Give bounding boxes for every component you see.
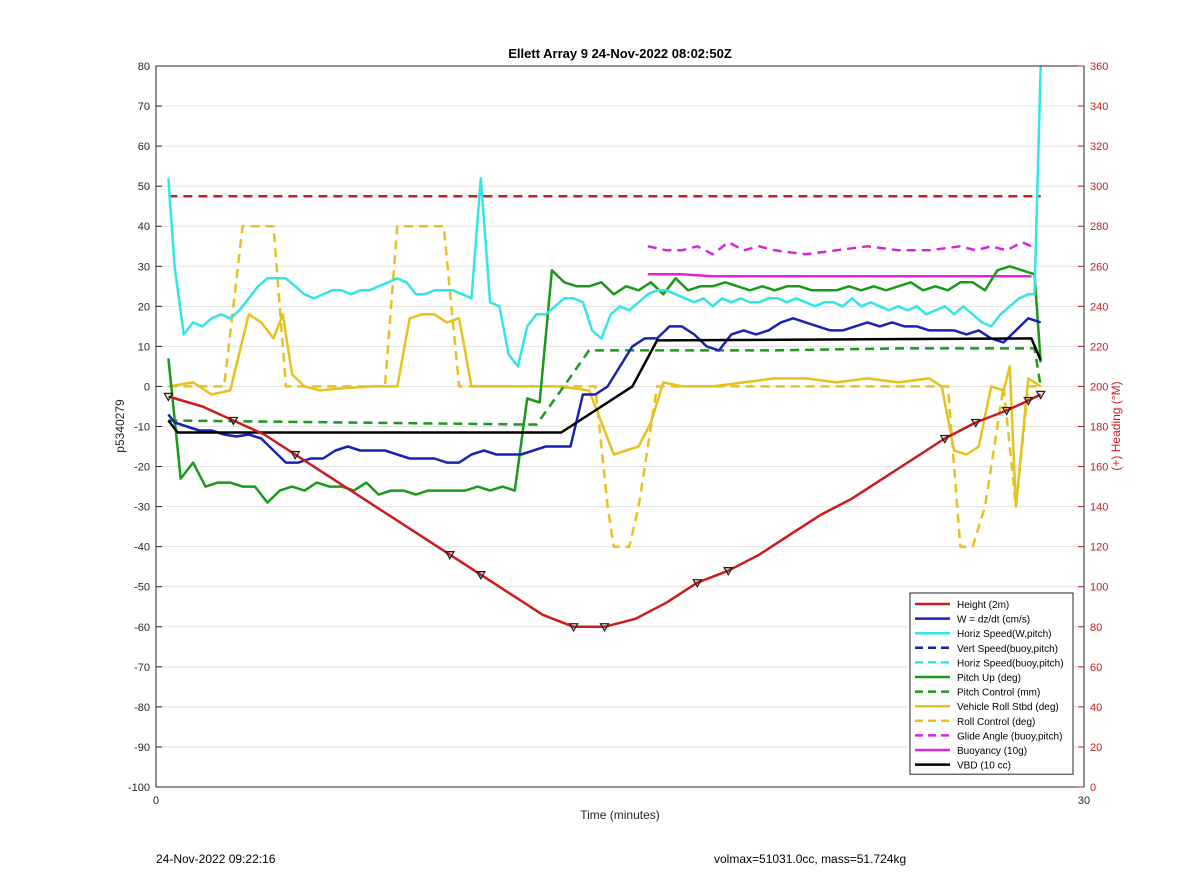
y-tick-label: 0: [144, 381, 150, 393]
legend-entry: VBD (10 cc): [957, 761, 1011, 772]
legend-entry: Horiz Speed(buoy,pitch): [957, 658, 1064, 669]
y2-tick-label: 0: [1090, 782, 1096, 794]
y2-tick-label: 100: [1090, 582, 1108, 594]
y2-tick-label: 20: [1090, 742, 1102, 754]
y-tick-label: -10: [134, 422, 150, 434]
y2-tick-label: 40: [1090, 702, 1102, 714]
y2-tick-label: 80: [1090, 622, 1102, 634]
series-buoyancy-10g: [647, 273, 1032, 278]
y-tick-label: -80: [134, 702, 150, 714]
x-tick-label: 30: [1078, 795, 1090, 807]
y2-tick-label: 240: [1090, 301, 1108, 313]
legend-entry: Roll Control (deg): [957, 717, 1035, 728]
series-horiz-speed-w-pitch: [167, 65, 1042, 368]
y2-tick-label: 120: [1090, 542, 1108, 554]
y-tick-label: -30: [134, 502, 150, 514]
y2-tick-label: 220: [1090, 341, 1108, 353]
y-tick-label: 40: [138, 221, 150, 233]
y-tick-label: 10: [138, 341, 150, 353]
height-marker: [290, 450, 301, 460]
height-marker: [568, 623, 579, 633]
legend: Height (2m) W = dz/dt (cm/s) Horiz Speed(W…: [909, 592, 1074, 775]
y-tick-label: 50: [138, 181, 150, 193]
footer-vehicle-info: volmax=51031.0cc, mass=51.724kg: [714, 852, 907, 866]
y-tick-label: 70: [138, 101, 150, 113]
legend-entry: Glide Angle (buoy,pitch): [957, 731, 1062, 742]
height-marker: [939, 434, 950, 444]
height-marker: [1035, 390, 1046, 400]
right-axis: 3603403203002802602402202001801601401201…: [1078, 61, 1108, 794]
legend-entry: Vehicle Roll Stbd (deg): [957, 702, 1059, 713]
legend-box: [909, 592, 1074, 775]
y-tick-label: -40: [134, 542, 150, 554]
x-tick-label: 0: [153, 795, 159, 807]
series-vbd-10-cc: [167, 337, 1042, 434]
height-marker: [970, 418, 981, 428]
y-tick-label: -100: [128, 782, 150, 794]
series-height-2m: [168, 393, 1042, 629]
legend-entry: Pitch Up (deg): [957, 673, 1021, 684]
y2-tick-label: 140: [1090, 502, 1108, 514]
y2-tick-label: 200: [1090, 381, 1108, 393]
height-marker: [723, 567, 734, 577]
series-glide-angle-buoy-pitch: [647, 240, 1032, 256]
series-w-dz-dt-cm-s: [167, 317, 1042, 464]
series-pitch-control-mm: [168, 347, 1042, 426]
height-marker: [599, 623, 610, 633]
y2-tick-label: 360: [1090, 61, 1108, 73]
y2-tick-label: 280: [1090, 221, 1108, 233]
x-axis-label: Time (minutes): [580, 808, 660, 822]
height-markers: [163, 390, 1046, 633]
legend-entry: Horiz Speed(W,pitch): [957, 629, 1051, 640]
chart-title: Ellett Array 9 24-Nov-2022 08:02:50Z: [508, 46, 732, 61]
legend-entry: W = dz/dt (cm/s): [957, 615, 1030, 626]
footer-timestamp: 24-Nov-2022 09:22:16: [156, 852, 276, 866]
y-tick-label: -90: [134, 742, 150, 754]
y-tick-label: -50: [134, 582, 150, 594]
height-marker: [444, 551, 455, 560]
height-marker: [1001, 406, 1012, 416]
legend-entry: Height (2m): [957, 600, 1009, 611]
height-marker: [228, 416, 239, 426]
legend-entry: Buoyancy (10g): [957, 746, 1027, 757]
left-axis: 80 70 60 50 40 30 20 10 0 -10 -20 -30 -40 -50 -60 -70 -8…: [128, 61, 162, 794]
height-marker: [475, 571, 486, 581]
y-tick-label: 20: [138, 301, 150, 313]
series-pitch-up-deg: [167, 265, 1042, 504]
y2-tick-label: 320: [1090, 141, 1108, 153]
y2-tick-label: 160: [1090, 462, 1108, 474]
y2-tick-label: 60: [1090, 662, 1102, 674]
series-roll-control-deg: [168, 224, 1041, 548]
legend-entry: Vert Speed(buoy,pitch): [957, 644, 1058, 655]
legend-entry: Pitch Control (mm): [957, 688, 1040, 699]
y-tick-label: 30: [138, 261, 150, 273]
x-axis: 0 30: [153, 781, 1090, 807]
y-tick-label: -60: [134, 622, 150, 634]
y-tick-label: 80: [138, 61, 150, 73]
y-tick-label: -20: [134, 462, 150, 474]
y2-tick-label: 260: [1090, 261, 1108, 273]
height-marker: [163, 392, 174, 402]
y-tick-label: -70: [134, 662, 150, 674]
y-axis-label: p5340279: [113, 399, 127, 453]
height-marker: [692, 579, 703, 589]
series-vehicle-roll-stbd-deg: [168, 313, 1042, 508]
y2-tick-label: 340: [1090, 101, 1108, 113]
y-tick-label: 60: [138, 141, 150, 153]
series-layer: [163, 65, 1046, 633]
y2-tick-label: 180: [1090, 422, 1108, 434]
y2-tick-label: 300: [1090, 181, 1108, 193]
y2-axis-label: (+) Heading (°M): [1109, 381, 1123, 470]
height-marker: [1023, 396, 1034, 406]
